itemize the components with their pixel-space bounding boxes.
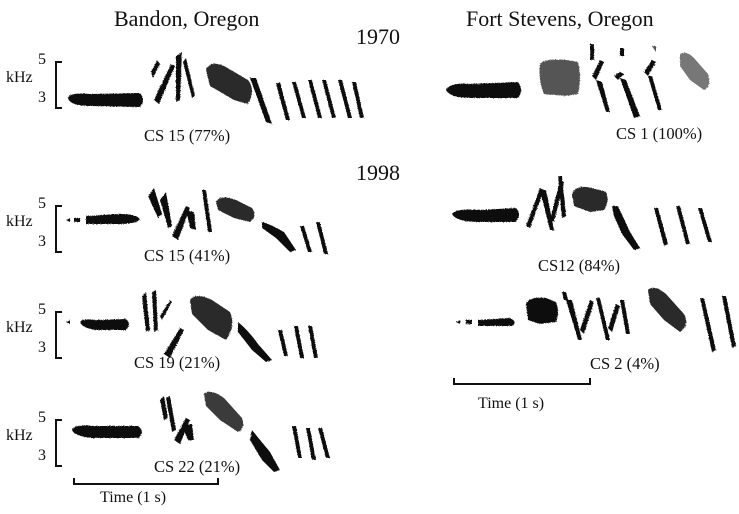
time-scale-bar-left [73, 478, 219, 485]
freq-brackets [55, 61, 62, 467]
freq-tick-bottom: 3 [38, 89, 46, 106]
sonogram-bandon-1970-cs15 [68, 52, 364, 124]
sonogram-fortstevens-1998-cs2 [456, 287, 736, 352]
year-label-1970: 1970 [356, 24, 400, 49]
time-scale-label-right: Time (1 s) [478, 395, 545, 412]
sonogram-bandon-1998-cs19 [66, 290, 318, 362]
freq-unit-label: kHz [6, 319, 33, 336]
sonogram-fortstevens-1998-cs12 [452, 176, 712, 250]
caption-fortstevens-1998-b: CS 2 (4%) [590, 354, 660, 373]
freq-tick-bottom: 3 [38, 447, 46, 464]
year-label-1998: 1998 [356, 160, 400, 185]
caption-bandon-1998-c: CS 22 (21%) [154, 457, 241, 476]
freq-bracket-row2 [55, 205, 62, 253]
sonogram-bandon-1998-cs22 [72, 391, 330, 472]
time-scale-bars [73, 378, 591, 485]
caption-bandon-1998-a: CS 15 (41%) [144, 246, 231, 265]
freq-tick-bottom: 3 [38, 233, 46, 250]
caption-fortstevens-1970: CS 1 (100%) [616, 124, 703, 143]
time-scale-bar-right [453, 378, 591, 385]
freq-bracket-row4 [55, 419, 62, 467]
freq-unit-label: kHz [6, 69, 33, 86]
caption-bandon-1998-b: CS 19 (21%) [134, 353, 221, 372]
freq-tick-bottom: 3 [38, 339, 46, 356]
freq-bracket-row1 [55, 61, 62, 109]
time-scale-label-left: Time (1 s) [100, 489, 167, 506]
site-title-fort-stevens: Fort Stevens, Oregon [466, 6, 654, 31]
freq-bracket-row3 [55, 311, 62, 359]
sonogram-fortstevens-1970-cs1 [446, 44, 710, 118]
freq-unit-label: kHz [6, 213, 33, 230]
freq-tick-top: 5 [38, 301, 46, 318]
freq-tick-top: 5 [38, 51, 46, 68]
freq-unit-label: kHz [6, 427, 33, 444]
freq-tick-top: 5 [38, 195, 46, 212]
caption-fortstevens-1998-a: CS12 (84%) [538, 256, 621, 275]
freq-tick-top: 5 [38, 409, 46, 426]
sonogram-bandon-1998-cs15 [66, 188, 328, 254]
site-title-bandon: Bandon, Oregon [114, 6, 260, 31]
caption-bandon-1970: CS 15 (77%) [144, 126, 231, 145]
